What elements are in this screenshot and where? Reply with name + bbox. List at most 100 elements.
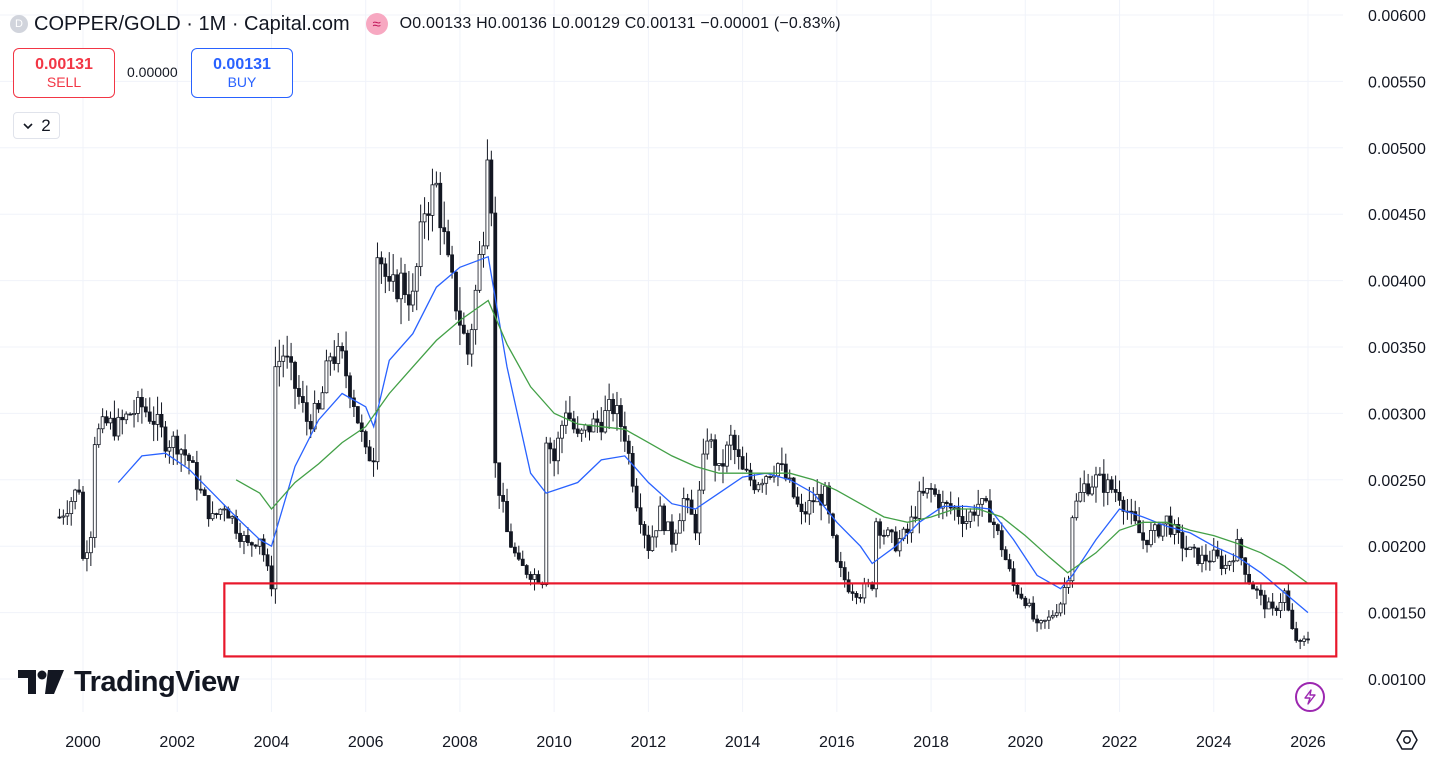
candle-body	[850, 591, 855, 594]
candle-body	[1160, 523, 1165, 537]
candle-body	[81, 491, 85, 559]
candle-body	[1164, 515, 1169, 525]
candle-body	[481, 245, 486, 255]
indicators-toggle[interactable]: 2	[13, 112, 60, 139]
candle-body	[925, 488, 930, 494]
candle-body	[929, 488, 933, 490]
settings-icon[interactable]	[1394, 727, 1420, 753]
candle-body	[167, 447, 172, 452]
candle-body	[1258, 589, 1263, 596]
candle-body	[1298, 640, 1303, 642]
candle-body	[100, 416, 105, 430]
candle-body	[155, 414, 160, 425]
symbol-title[interactable]: COPPER/GOLD · 1M · Capital.com	[34, 12, 350, 35]
candle-body	[595, 418, 600, 423]
candle-body	[999, 530, 1004, 551]
candle-body	[179, 449, 184, 455]
candle-body	[1023, 597, 1028, 607]
x-tick-label: 2022	[1102, 734, 1138, 751]
candle-body	[520, 558, 525, 566]
sell-button[interactable]: 0.00131 SELL	[13, 48, 115, 98]
candle-body	[740, 456, 745, 470]
candle-body	[159, 414, 164, 428]
candle-body	[446, 231, 451, 256]
candle-body	[1282, 590, 1287, 603]
candle-body	[807, 500, 812, 515]
candle-body	[1286, 590, 1291, 611]
candle-body	[395, 274, 400, 300]
candle-body	[1294, 628, 1299, 641]
candle-body	[1082, 483, 1087, 493]
candle-body	[379, 257, 384, 265]
candle-body	[752, 479, 757, 491]
candle-body	[509, 531, 513, 548]
candle-body	[73, 489, 78, 502]
candle-body	[921, 490, 926, 494]
x-tick-label: 2012	[631, 734, 667, 751]
candle-body	[454, 271, 458, 312]
candle-body	[246, 535, 250, 543]
candle-body	[858, 596, 863, 599]
candle-body	[670, 521, 674, 545]
candle-body	[375, 257, 380, 463]
candle-body	[1235, 539, 1240, 562]
wave-icon: ≈	[365, 13, 388, 35]
candle-body	[1090, 486, 1094, 495]
candle-body	[1070, 517, 1075, 582]
candle-body	[681, 498, 686, 522]
flash-icon[interactable]	[1295, 682, 1325, 712]
candle-body	[874, 521, 879, 590]
candle-body	[458, 310, 462, 326]
symbol-badge: D	[10, 15, 28, 33]
buy-label: BUY	[227, 74, 257, 90]
candle-body	[697, 489, 702, 534]
candle-body	[1278, 602, 1283, 611]
candle-body	[1050, 614, 1055, 618]
candle-body	[489, 159, 494, 214]
candle-body	[512, 546, 517, 554]
candle-body	[367, 446, 372, 462]
candle-body	[732, 434, 737, 451]
candle-body	[1223, 564, 1228, 569]
candle-body	[1306, 638, 1310, 641]
candle-body	[1270, 601, 1275, 609]
chevron-down-icon	[23, 122, 33, 129]
candle-body	[340, 346, 345, 352]
candle-body	[933, 488, 937, 495]
candle-body	[972, 511, 977, 516]
candle-body	[253, 544, 258, 547]
candle-body	[57, 516, 62, 519]
candle-body	[505, 501, 509, 533]
candle-body	[579, 429, 584, 434]
candle-body	[348, 375, 352, 399]
candle-body	[332, 356, 337, 364]
candle-body	[937, 493, 941, 509]
candle-body	[940, 501, 945, 509]
candle-body	[885, 529, 890, 536]
candle-body	[210, 513, 215, 520]
candle-body	[968, 511, 973, 522]
candle-body	[1255, 588, 1259, 591]
candle-body	[622, 426, 627, 442]
sell-price: 0.00131	[35, 56, 93, 73]
candle-body	[399, 272, 403, 300]
candle-body	[293, 361, 297, 389]
candle-body	[768, 476, 772, 478]
candle-body	[1211, 549, 1216, 562]
candle-body	[662, 505, 666, 532]
candle-body	[485, 159, 490, 247]
candle-body	[779, 463, 784, 466]
candle-body	[230, 516, 235, 519]
candle-body	[355, 406, 360, 424]
candle-body	[1094, 474, 1098, 488]
candle-body	[1039, 620, 1043, 624]
support-zone-box	[223, 582, 1338, 658]
candle-body	[956, 507, 961, 517]
tradingview-logo-icon	[18, 669, 64, 694]
candle-body	[1035, 618, 1039, 624]
candle-body	[69, 501, 74, 515]
buy-button[interactable]: 0.00131 BUY	[191, 48, 293, 98]
candle-body	[1015, 585, 1020, 595]
candle-body	[654, 530, 659, 538]
